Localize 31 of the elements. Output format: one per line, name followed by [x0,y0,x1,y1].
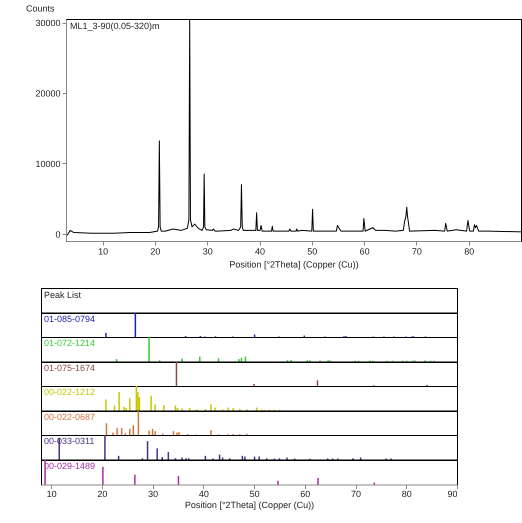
x-tick-label: 50 [250,488,260,498]
x-tick-label: 40 [198,488,209,498]
y-tick-label: 30000 [35,18,60,28]
chart-title: 00-022-0687 [44,412,96,422]
chart-title: 00-022-1212 [44,387,96,397]
x-tick-label: 90 [447,488,458,498]
y-tick-label: 10000 [35,158,60,169]
x-tick-label: 50 [307,246,318,256]
x-axis-title: Position [°2Theta] (Copper (Cu)) [229,260,359,270]
x-tick-label: 40 [255,246,266,256]
x-tick-label: 30 [148,488,158,498]
x-tick-label: 70 [412,246,422,256]
x-tick-label: 20 [97,488,108,498]
x-tick-label: 20 [150,246,160,256]
chart-title: 01-075-1674 [44,362,96,372]
text: Peak List [44,290,82,300]
x-tick-label: 60 [360,246,370,256]
x-tick-label: 60 [300,488,310,498]
x-tick-label: 10 [98,246,108,256]
y-tick-label: 0 [55,229,60,240]
x-axis-title: Position [°2Theta] (Copper (Cu)) [184,500,314,510]
x-tick-label: 80 [464,246,474,256]
y-tick-label: 20000 [35,88,60,98]
x-tick-label: 80 [402,488,412,498]
x-tick-label: 70 [351,488,362,498]
chart-title: 01-085-0794 [44,314,96,324]
x-tick-label: 10 [46,488,57,498]
x-tick-label: 30 [202,246,213,256]
annotation: ML1_3-90(0.05-320)m [70,21,160,31]
chart-title: 01-072-1214 [44,338,96,348]
y-axis-title: Counts [26,4,55,14]
